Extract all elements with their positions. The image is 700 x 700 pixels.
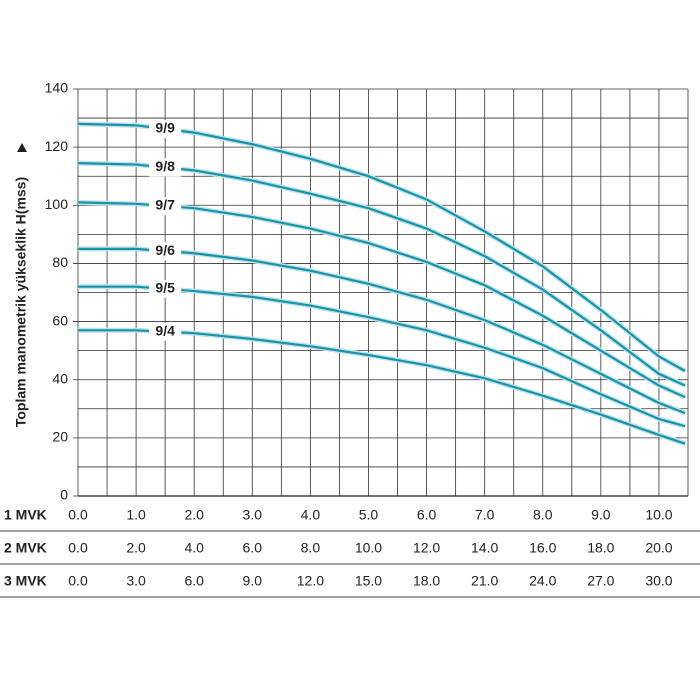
curve-label: 9/8 — [155, 158, 175, 174]
x-tick-label: 6.0 — [184, 573, 204, 589]
curve-label-bg — [149, 158, 182, 177]
x-tick-label: 6.0 — [417, 507, 437, 523]
x-tick-label: 0.0 — [68, 507, 88, 523]
x-tick-label: 16.0 — [529, 540, 556, 556]
x-tick-label: 9.0 — [591, 507, 611, 523]
x-tick-label: 0.0 — [68, 540, 88, 556]
curve-label: 9/6 — [155, 242, 175, 258]
x-tick-label: 10.0 — [645, 507, 672, 523]
x-tick-label: 0.0 — [68, 573, 88, 589]
x-tick-label: 14.0 — [471, 540, 498, 556]
y-tick-label: 20 — [52, 429, 68, 445]
x-tick-label: 27.0 — [587, 573, 614, 589]
x-tick-label: 30.0 — [645, 573, 672, 589]
curve-label-bg — [149, 279, 182, 298]
x-tick-label: 18.0 — [587, 540, 614, 556]
y-axis-arrow — [17, 143, 27, 152]
curve-label: 9/5 — [155, 280, 175, 296]
x-tick-label: 24.0 — [529, 573, 556, 589]
curve — [77, 162, 686, 387]
x-tick-label: 8.0 — [533, 507, 553, 523]
x-tick-label: 20.0 — [645, 540, 672, 556]
x-tick-label: 8.0 — [301, 540, 321, 556]
x-tick-label: 3.0 — [126, 573, 146, 589]
curve-label-bg — [149, 242, 182, 261]
y-tick-label: 80 — [52, 254, 68, 270]
y-axis-title-group: Toplam manometrik yükseklik H(mss) — [13, 143, 29, 427]
curve-label: 9/4 — [155, 322, 175, 338]
x-tick-label: 3.0 — [243, 507, 263, 523]
y-tick-label: 40 — [52, 370, 68, 386]
curve — [78, 329, 686, 445]
x-tick-label: 15.0 — [355, 573, 382, 589]
y-tick-label: 140 — [45, 80, 69, 96]
curve — [78, 285, 686, 428]
x-tick-label: 4.0 — [301, 507, 321, 523]
curve-label-bg — [149, 197, 182, 216]
x-axis-row-label: 1 MVK — [4, 507, 47, 523]
x-tick-label: 2.0 — [184, 507, 204, 523]
x-tick-label: 12.0 — [297, 573, 324, 589]
curve-label-bg — [149, 322, 182, 341]
y-tick-label: 100 — [45, 196, 69, 212]
curve — [77, 201, 686, 399]
x-tick-label: 4.0 — [184, 540, 204, 556]
x-tick-label: 12.0 — [413, 540, 440, 556]
x-axis-row-label: 3 MVK — [4, 573, 47, 589]
y-tick-label: 60 — [52, 312, 68, 328]
y-axis-title: Toplam manometrik yükseklik H(mss) — [13, 177, 29, 427]
curve — [78, 247, 686, 415]
x-axis-row-label: 2 MVK — [4, 540, 47, 556]
curve-label: 9/7 — [155, 197, 175, 213]
x-tick-label: 6.0 — [243, 540, 263, 556]
y-tick-label: 120 — [45, 138, 69, 154]
x-tick-label: 2.0 — [126, 540, 146, 556]
curve — [77, 122, 686, 372]
x-tick-label: 10.0 — [355, 540, 382, 556]
y-tick-label: 0 — [60, 487, 68, 503]
x-tick-label: 7.0 — [475, 507, 495, 523]
x-tick-label: 1.0 — [126, 507, 146, 523]
x-tick-label: 9.0 — [243, 573, 263, 589]
curve-label: 9/9 — [155, 120, 175, 136]
x-tick-label: 21.0 — [471, 573, 498, 589]
x-tick-label: 18.0 — [413, 573, 440, 589]
x-tick-label: 5.0 — [359, 507, 379, 523]
curve-label-bg — [149, 119, 182, 138]
